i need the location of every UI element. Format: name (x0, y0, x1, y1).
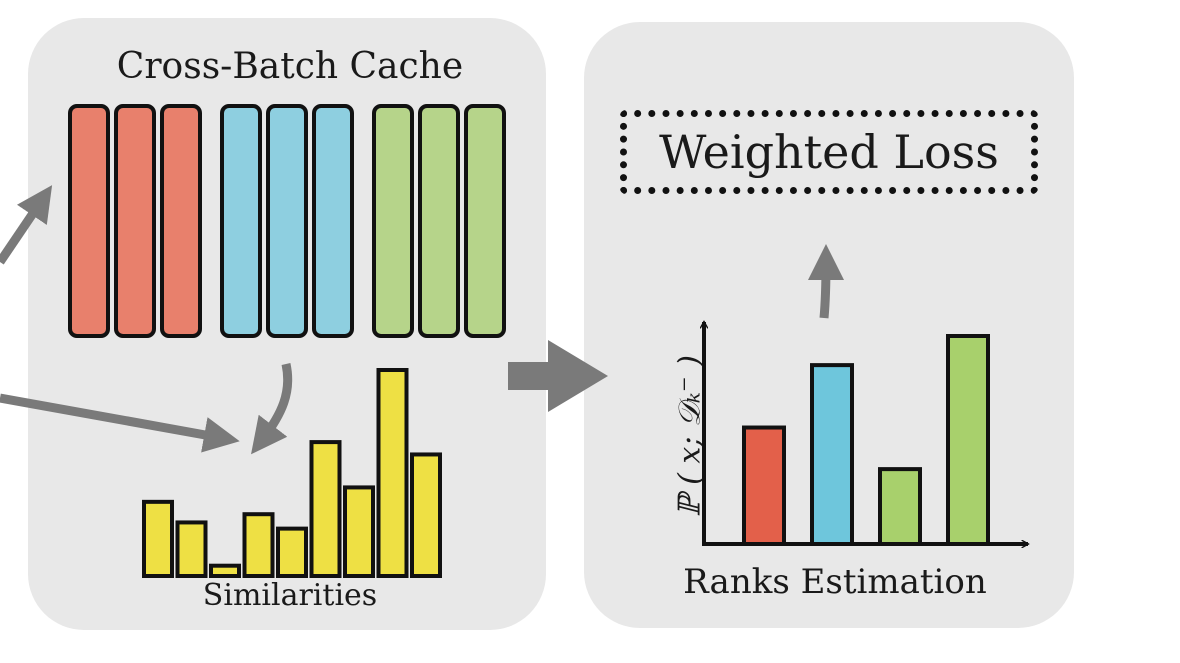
cache-bar-red (114, 104, 156, 338)
rank-bar (810, 363, 854, 546)
similarity-bars (142, 368, 442, 579)
cache-bar-blue (266, 104, 308, 338)
similarity-bar (175, 520, 208, 579)
similarity-bar (276, 526, 308, 578)
ranks-estimation-label: Ranks Estimation (683, 562, 987, 602)
rank-bar (742, 425, 786, 546)
panel-transition-arrow (508, 340, 608, 412)
cache-bar-blue (220, 104, 262, 338)
cache-bar-green (418, 104, 460, 338)
cache-to-similarity-arrow (251, 363, 293, 455)
rank-bar (878, 467, 922, 546)
cache-bar-red (68, 104, 110, 338)
incoming-arrow-bottom (0, 393, 240, 453)
incoming-arrow-top (0, 185, 53, 265)
similarity-bar (343, 485, 375, 579)
cache-bar-red (160, 104, 202, 338)
cache-bar-blue (312, 104, 354, 338)
weighted-loss-label: Weighted Loss (659, 125, 999, 179)
rank-bars (742, 334, 990, 546)
cache-bar-green (372, 104, 414, 338)
similarity-bar (376, 368, 409, 578)
similarity-bar (209, 563, 241, 579)
similarity-bar (309, 440, 342, 578)
ranks-to-loss-arrow (807, 244, 844, 319)
similarity-bar (410, 452, 442, 578)
weighted-loss-box: Weighted Loss (620, 110, 1038, 194)
similarities-label: Similarities (202, 578, 378, 613)
rank-bar (946, 334, 990, 546)
cache-bar-green (464, 104, 506, 338)
cache-title: Cross-Batch Cache (116, 46, 464, 87)
similarity-bar (142, 499, 174, 578)
similarity-bar (242, 512, 275, 579)
cache-bars (68, 104, 506, 338)
